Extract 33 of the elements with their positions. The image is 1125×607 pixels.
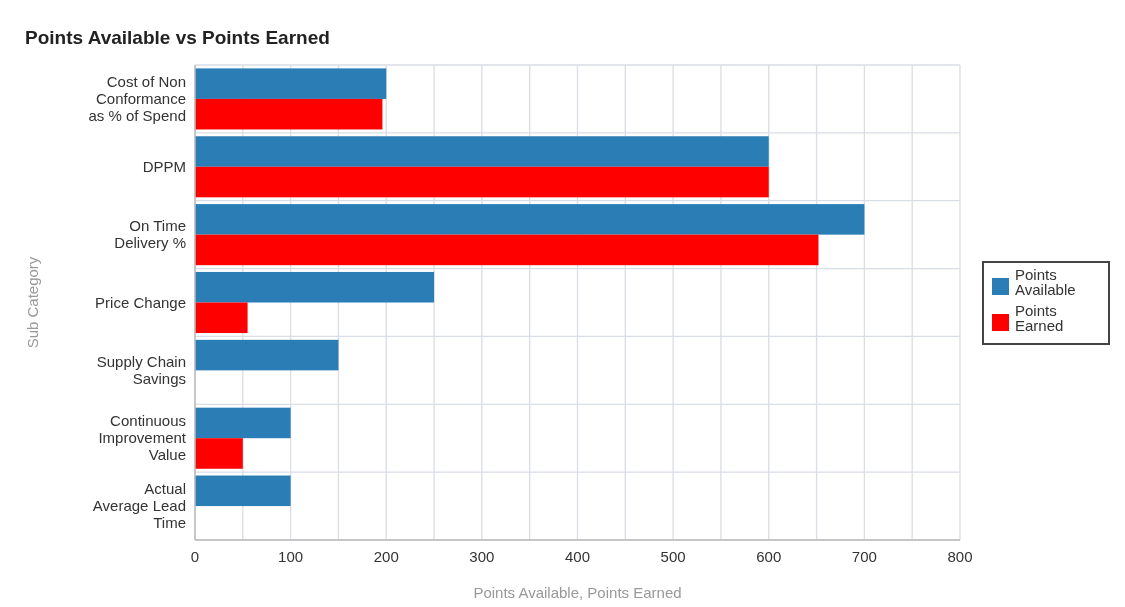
y-tick-label: Actual Average Lead Time [92,480,186,532]
x-tick-label: 200 [373,548,399,565]
x-tick-label: 100 [278,548,304,565]
x-tick-label: 800 [947,548,973,565]
legend-label: Points Earned [1015,302,1064,334]
y-tick-label: Cost of Non Conformance as % of Spend [88,72,186,124]
x-tick-label: 600 [756,548,782,565]
legend-label: Points Available [1015,266,1076,298]
y-axis-title: Sub Category [24,256,41,349]
bar [195,204,865,235]
x-tick-label: 0 [190,548,200,565]
bar [195,302,248,334]
x-tick-label: 400 [564,548,591,565]
y-tick-label: On Time Delivery % [114,217,186,252]
chart-title: Points Available vs Points Earned [25,27,330,48]
bar [195,166,769,198]
bar [195,407,291,439]
bar [195,234,819,266]
x-tick-label: 700 [851,548,877,565]
bar [195,98,383,130]
bar [195,438,243,469]
x-tick-label: 300 [469,548,495,565]
bar [195,136,769,167]
y-tick-label: Supply Chain Savings [96,352,186,387]
x-axis-title: Points Available, Points Earned [473,584,682,601]
y-tick-label: Price Change [95,293,186,311]
x-tick-label: 500 [660,548,686,565]
bar [195,68,387,99]
y-tick-label: DPPM [142,157,186,175]
bar [195,339,339,371]
bar [195,475,291,507]
y-tick-label: Continuous Improvement Value [98,412,187,464]
bar [195,271,435,303]
